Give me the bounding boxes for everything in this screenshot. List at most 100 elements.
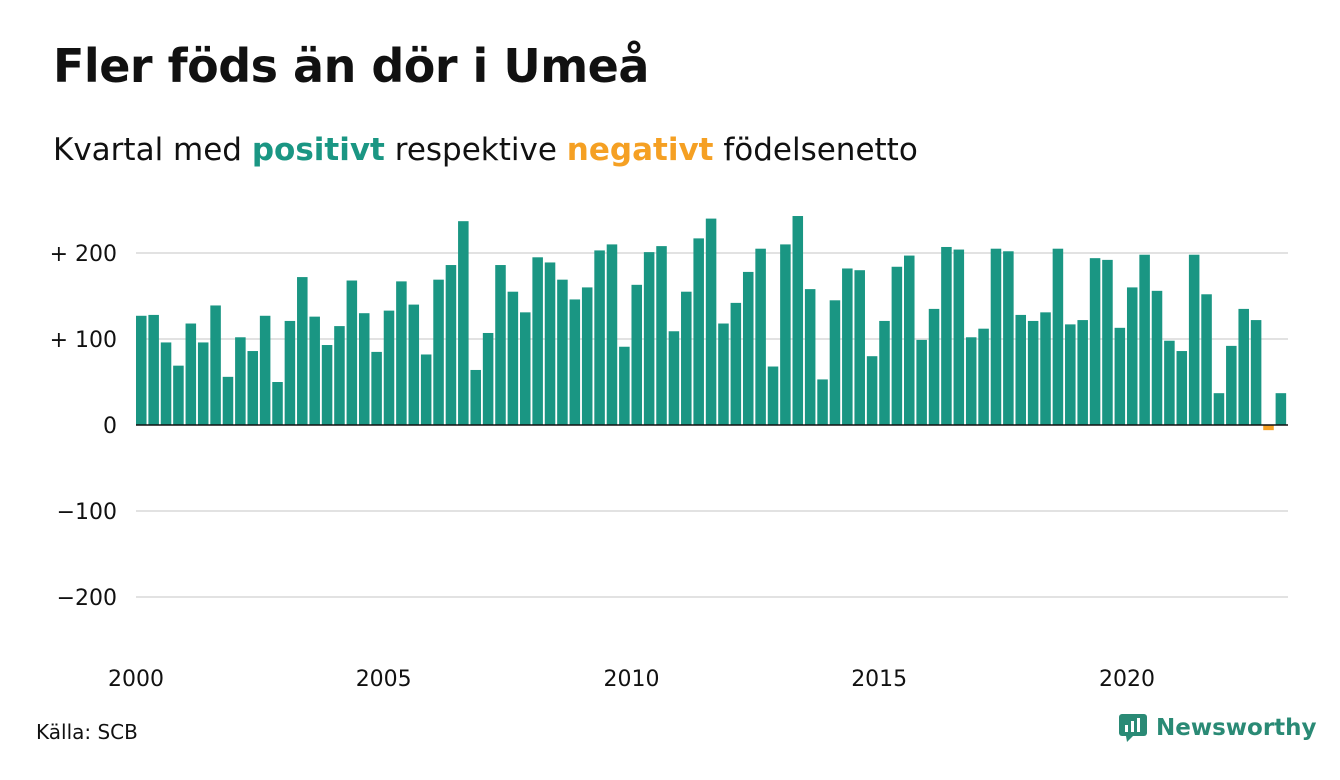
bar-positive bbox=[433, 279, 444, 425]
brand-logo: Newsworthy bbox=[1118, 713, 1317, 743]
bar-positive bbox=[235, 337, 246, 425]
bar-positive bbox=[420, 354, 432, 425]
x-tick-label: 2020 bbox=[1099, 667, 1155, 692]
bar-positive bbox=[891, 266, 903, 425]
bar-positive bbox=[953, 249, 965, 425]
bar-positive bbox=[879, 320, 890, 425]
bar-positive bbox=[990, 248, 1002, 425]
bar-positive bbox=[829, 300, 841, 425]
bar-positive bbox=[358, 313, 370, 425]
bar-positive bbox=[1188, 254, 1200, 425]
bar-positive bbox=[520, 312, 531, 425]
bar-positive bbox=[1077, 320, 1088, 425]
bar-positive bbox=[730, 302, 742, 425]
bar-positive bbox=[1176, 351, 1188, 425]
y-tick-label: −100 bbox=[57, 500, 117, 525]
bar-positive bbox=[1003, 251, 1014, 425]
bar-positive bbox=[383, 310, 395, 425]
subtitle-middle: respektive bbox=[394, 132, 557, 168]
bar-positive bbox=[928, 308, 940, 425]
subtitle-positive-label: positivt bbox=[251, 132, 385, 168]
y-tick-label: + 100 bbox=[50, 328, 117, 353]
bar-positive bbox=[544, 262, 556, 425]
x-tick-label: 2000 bbox=[108, 667, 164, 692]
bar-positive bbox=[780, 244, 791, 425]
bar-positive bbox=[606, 244, 618, 425]
bar-positive bbox=[482, 332, 494, 425]
bar-positive bbox=[1052, 248, 1064, 425]
bar-positive bbox=[185, 323, 197, 425]
bar-positive bbox=[1027, 320, 1039, 425]
bar-positive bbox=[197, 342, 209, 425]
bar-positive bbox=[1275, 393, 1287, 425]
bar-positive bbox=[458, 221, 469, 425]
bar-positive bbox=[842, 268, 853, 425]
bar-positive bbox=[916, 339, 927, 425]
subtitle-suffix: födelsenetto bbox=[723, 132, 918, 168]
bar-positive bbox=[1213, 393, 1225, 425]
bar-positive bbox=[557, 279, 568, 425]
bar-positive bbox=[854, 270, 865, 425]
bar-positive bbox=[631, 284, 643, 425]
bar-positive bbox=[681, 291, 692, 425]
bar-positive bbox=[792, 216, 804, 425]
bar-positive bbox=[507, 291, 519, 425]
bar-positive bbox=[1102, 259, 1113, 425]
y-tick-label: 0 bbox=[103, 414, 117, 439]
bar-positive bbox=[767, 366, 779, 425]
bar-positive bbox=[297, 277, 308, 425]
bar-positive bbox=[284, 320, 296, 425]
bar-positive bbox=[742, 271, 754, 425]
brand-name: Newsworthy bbox=[1156, 715, 1317, 741]
bar-positive bbox=[1238, 308, 1249, 425]
bar-positive bbox=[334, 326, 345, 425]
bar-positive bbox=[148, 314, 159, 425]
bar-positive bbox=[1226, 345, 1237, 425]
y-tick-label: −200 bbox=[57, 586, 117, 611]
bar-positive bbox=[247, 351, 259, 425]
bar-positive bbox=[1089, 258, 1101, 425]
bar-positive bbox=[321, 345, 333, 425]
bar-positive bbox=[619, 346, 630, 425]
bar-positive bbox=[346, 280, 358, 425]
bar-positive bbox=[1139, 254, 1150, 425]
bar-positive bbox=[1164, 340, 1175, 425]
bar-positive bbox=[259, 315, 271, 425]
bar-positive bbox=[569, 299, 581, 425]
bar-positive bbox=[804, 289, 816, 425]
bar-positive bbox=[173, 365, 184, 425]
y-tick-label: + 200 bbox=[50, 242, 117, 267]
subtitle-prefix: Kvartal med bbox=[53, 132, 242, 168]
bar-positive bbox=[643, 252, 655, 425]
x-tick-label: 2015 bbox=[851, 667, 907, 692]
bar-positive bbox=[1065, 324, 1076, 425]
bar-positive bbox=[1250, 320, 1262, 425]
bar-positive bbox=[1114, 327, 1126, 425]
bar-positive bbox=[1151, 290, 1163, 425]
bar-positive bbox=[668, 331, 680, 425]
bar-positive bbox=[817, 379, 828, 425]
bar-positive bbox=[396, 281, 407, 425]
bar-positive bbox=[705, 218, 717, 425]
bar-positive bbox=[755, 248, 766, 425]
bar-positive bbox=[136, 315, 147, 425]
bar-positive bbox=[581, 287, 593, 425]
subtitle-negative-label: negativt bbox=[566, 132, 714, 168]
bar-positive bbox=[222, 376, 234, 425]
bar-positive bbox=[371, 351, 382, 425]
bar-positive bbox=[160, 342, 172, 425]
bars bbox=[136, 216, 1287, 431]
x-tick-label: 2005 bbox=[356, 667, 412, 692]
bar-positive bbox=[693, 238, 704, 425]
bar-positive bbox=[1201, 294, 1212, 425]
bar-positive bbox=[495, 265, 506, 425]
x-tick-label: 2010 bbox=[604, 667, 660, 692]
bar-positive bbox=[965, 337, 977, 425]
bar-negative bbox=[1263, 425, 1274, 431]
bar-positive bbox=[978, 328, 989, 425]
chart-title: Fler föds än dör i Umeå bbox=[53, 39, 649, 93]
newsworthy-logo-icon bbox=[1119, 714, 1147, 742]
bar-positive bbox=[532, 257, 543, 425]
bar-positive bbox=[445, 265, 457, 425]
